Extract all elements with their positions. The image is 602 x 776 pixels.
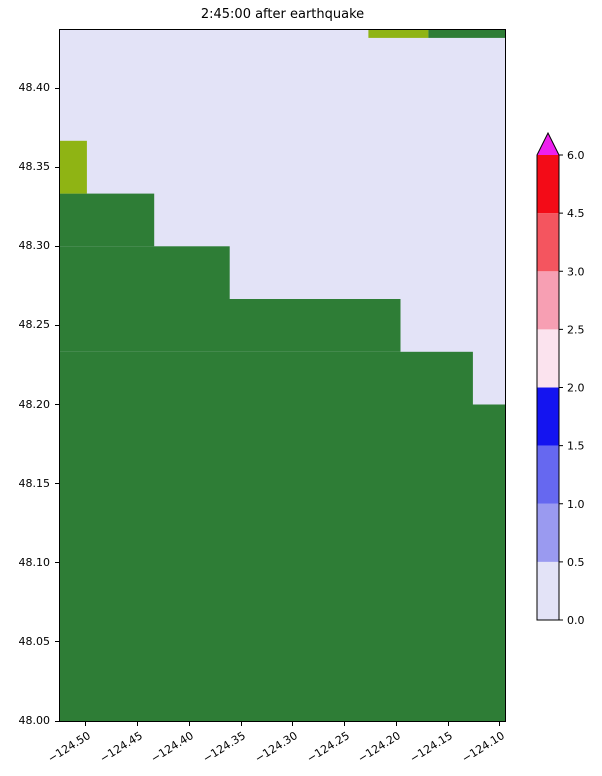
colorbar-segment xyxy=(537,503,559,562)
x-tick-mark xyxy=(188,722,190,726)
colorbar-tick-label: 6.0 xyxy=(567,149,585,162)
y-tick-label: 48.25 xyxy=(18,318,51,332)
x-tick-label: −124.50 xyxy=(45,729,93,766)
x-tick-label: −124.15 xyxy=(407,729,455,766)
colorbar-segment xyxy=(537,561,559,621)
colorbar-segment xyxy=(537,155,559,214)
colorbar-segment xyxy=(537,271,559,330)
colorbar-tick-label: 3.0 xyxy=(567,265,585,278)
x-tick-label: −124.40 xyxy=(148,729,197,766)
map-region xyxy=(60,299,401,352)
colorbar-canvas: 0.0 0.5 1.0 1.5 2.0 2.5 3.0 4.5 6.0 xyxy=(536,131,585,627)
colorbar: 0.0 0.5 1.0 1.5 2.0 2.5 3.0 4.5 6.0 xyxy=(535,120,602,645)
x-tick-mark xyxy=(499,722,501,726)
y-tick-mark xyxy=(55,404,59,406)
y-tick-mark xyxy=(55,87,59,89)
heatmap-canvas xyxy=(60,30,505,721)
x-tick-label: −124.20 xyxy=(355,729,404,766)
colorbar-tick-label: 0.0 xyxy=(567,614,585,627)
x-tick-mark xyxy=(344,722,346,726)
y-tick-label: 48.10 xyxy=(18,555,51,569)
colorbar-segment xyxy=(537,329,559,388)
colorbar-segment xyxy=(537,213,559,272)
y-tick-label: 48.20 xyxy=(18,397,51,411)
y-tick-label: 48.15 xyxy=(18,476,51,490)
y-tick-mark xyxy=(55,245,59,247)
map-region xyxy=(60,351,473,405)
x-tick-label: −124.35 xyxy=(200,729,248,766)
colorbar-tick-label: 2.5 xyxy=(567,323,585,336)
map-region xyxy=(60,404,505,721)
map-region xyxy=(368,30,429,38)
x-tick-label: −124.45 xyxy=(97,729,145,766)
plot-area xyxy=(59,29,506,722)
y-tick-mark xyxy=(55,324,59,326)
colorbar-tick-label: 1.0 xyxy=(567,498,585,511)
y-tick-mark xyxy=(55,720,59,722)
x-tick-label: −124.30 xyxy=(252,729,300,766)
chart-title: 2:45:00 after earthquake xyxy=(200,7,365,22)
x-tick-mark xyxy=(447,722,449,726)
y-tick-label: 48.35 xyxy=(18,160,51,174)
y-tick-label: 48.00 xyxy=(18,714,51,727)
y-tick-mark xyxy=(55,483,59,485)
x-tick-mark xyxy=(292,722,294,726)
map-region xyxy=(428,30,505,38)
x-tick-label: −124.10 xyxy=(459,729,507,766)
map-region xyxy=(60,193,155,247)
x-tick-mark xyxy=(240,722,242,726)
x-tick-mark xyxy=(395,722,397,726)
colorbar-tick-label: 2.0 xyxy=(567,382,585,395)
colorbar-segment xyxy=(537,387,559,446)
colorbar-tick-label: 1.5 xyxy=(567,440,585,453)
y-tick-mark xyxy=(55,641,59,643)
colorbar-tick-label: 0.5 xyxy=(567,556,585,569)
y-tick-mark xyxy=(55,166,59,168)
colorbar-over-arrow xyxy=(537,133,559,155)
colorbar-tick-label: 4.5 xyxy=(567,207,585,220)
x-tick-mark xyxy=(85,722,87,726)
map-region xyxy=(60,246,230,299)
colorbar-outline xyxy=(536,131,560,621)
x-tick-label: −124.25 xyxy=(304,729,352,766)
y-tick-label: 48.40 xyxy=(18,81,51,95)
x-tick-mark xyxy=(137,722,139,726)
y-tick-label: 48.30 xyxy=(18,239,51,253)
colorbar-segment xyxy=(537,445,559,504)
y-tick-label: 48.05 xyxy=(18,634,51,648)
y-tick-mark xyxy=(55,562,59,564)
map-region xyxy=(60,140,87,194)
